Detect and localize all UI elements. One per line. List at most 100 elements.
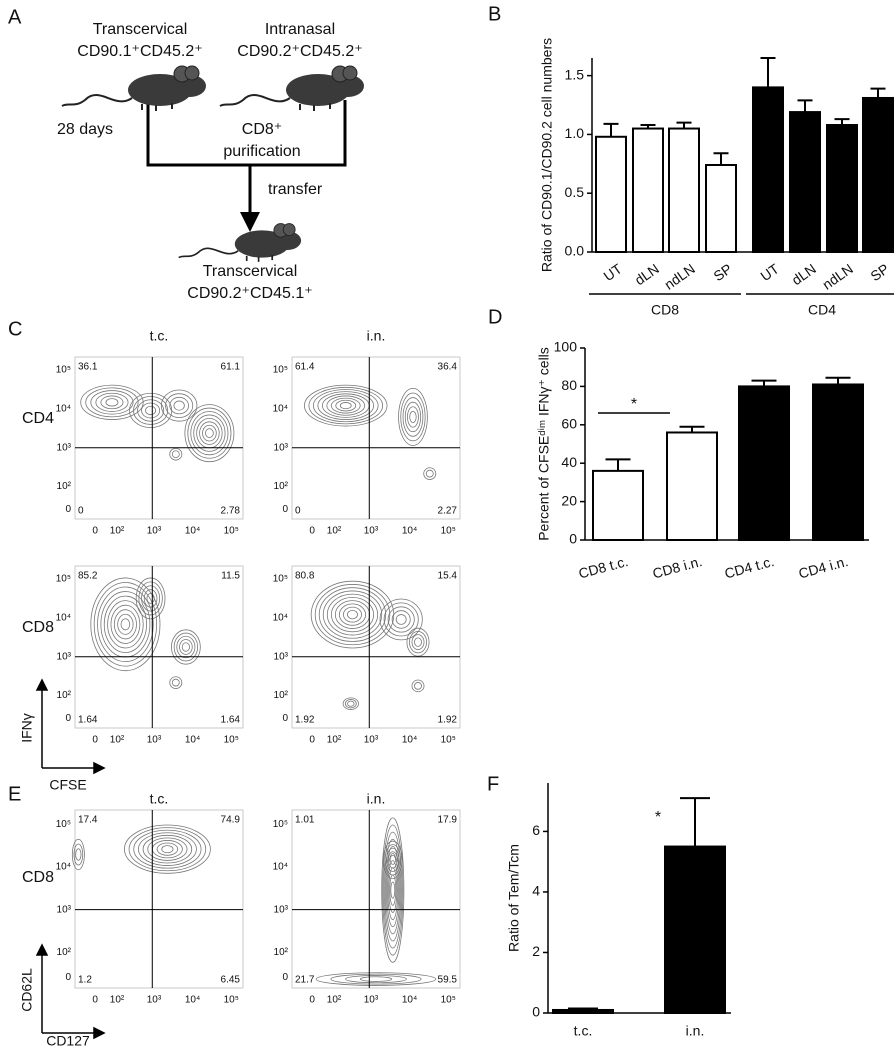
contour bbox=[141, 585, 161, 612]
contour bbox=[156, 842, 179, 856]
flow-y-axis: CD62L bbox=[19, 968, 35, 1012]
contour bbox=[135, 577, 166, 620]
x-tick-label: 10² bbox=[327, 526, 342, 537]
mouse-ear bbox=[282, 223, 296, 236]
contour bbox=[202, 424, 217, 442]
contour bbox=[181, 642, 190, 652]
contour bbox=[304, 384, 388, 427]
contour bbox=[383, 831, 403, 949]
contour bbox=[137, 832, 197, 866]
plot-frame bbox=[74, 809, 244, 989]
error-bar bbox=[676, 121, 692, 129]
bar bbox=[826, 124, 858, 253]
contour bbox=[176, 635, 196, 659]
bar bbox=[668, 127, 700, 253]
quadrant-value: 2.78 bbox=[221, 506, 241, 517]
contour bbox=[409, 410, 417, 423]
error-bar bbox=[870, 87, 886, 98]
y-tick-label: 0 bbox=[569, 531, 577, 547]
contour bbox=[386, 853, 400, 928]
error-bar bbox=[825, 376, 851, 385]
x-tick-label: t.c. bbox=[574, 1023, 593, 1039]
contour bbox=[344, 699, 357, 709]
contour bbox=[387, 860, 399, 920]
contour bbox=[384, 838, 402, 942]
contour bbox=[90, 577, 161, 672]
quadrant-value: 1.64 bbox=[78, 715, 98, 726]
contour bbox=[404, 401, 422, 433]
contour bbox=[161, 845, 174, 854]
plot-frame bbox=[74, 356, 244, 520]
contour bbox=[75, 848, 82, 861]
x-tick-label: SP bbox=[867, 260, 891, 284]
contour bbox=[123, 824, 211, 874]
contour bbox=[347, 609, 358, 620]
donor-title: Transcervical bbox=[93, 21, 188, 38]
contour bbox=[407, 406, 419, 428]
panel-label: F bbox=[487, 773, 499, 795]
quadrant-value: 1.01 bbox=[295, 815, 315, 826]
y-tick-label: 10² bbox=[57, 481, 72, 492]
bar bbox=[592, 469, 644, 542]
x-tick-label: 10³ bbox=[364, 735, 379, 746]
donor-marker: CD90.2⁺CD45.2⁺ bbox=[237, 43, 362, 60]
contour bbox=[171, 450, 180, 459]
y-tick-label: 10⁵ bbox=[273, 365, 288, 376]
x-tick-label: 10² bbox=[110, 526, 125, 537]
bar bbox=[752, 86, 784, 253]
donor-title: Intranasal bbox=[265, 21, 335, 38]
error-bar bbox=[568, 1007, 598, 1010]
x-tick-label: 10² bbox=[327, 995, 342, 1006]
error-bar bbox=[603, 122, 619, 137]
contour bbox=[133, 829, 202, 869]
x-tick-label: SP bbox=[710, 260, 734, 284]
plot-frame bbox=[291, 809, 461, 989]
contour bbox=[334, 600, 371, 629]
flow-plot: 85.2 11.5 1.64 1.64 0 10² 10³ 10⁴ 10⁵ 0 10² 10³ 10⁴ 1… bbox=[56, 565, 244, 746]
group-label: CD4 bbox=[808, 302, 836, 318]
contour bbox=[414, 637, 422, 647]
contour bbox=[141, 402, 161, 419]
quadrant-value: 2.27 bbox=[438, 506, 458, 517]
y-tick-label: 0 bbox=[532, 1004, 540, 1020]
contour bbox=[90, 390, 134, 415]
contour bbox=[425, 469, 434, 478]
contour bbox=[199, 421, 220, 445]
contour bbox=[173, 632, 199, 662]
contour bbox=[317, 391, 375, 420]
panel-label: D bbox=[488, 306, 502, 328]
contour bbox=[205, 428, 214, 438]
transfer-lines bbox=[146, 100, 347, 215]
mouse-icon bbox=[61, 65, 206, 111]
contour bbox=[411, 679, 425, 693]
significance-mark: * bbox=[655, 809, 661, 826]
x-tick-label: UT bbox=[600, 260, 625, 284]
contour bbox=[342, 697, 359, 710]
y-tick-label: 10⁵ bbox=[56, 574, 71, 585]
bar bbox=[738, 385, 790, 541]
x-tick-label: 10² bbox=[327, 735, 342, 746]
recipient-marker: CD90.2⁺CD45.1⁺ bbox=[187, 285, 312, 302]
y-tick-label: 10⁵ bbox=[273, 574, 288, 585]
contour bbox=[169, 447, 183, 461]
x-tick-label: 10⁴ bbox=[185, 735, 200, 746]
contour bbox=[389, 854, 396, 865]
contour bbox=[359, 976, 393, 982]
contour bbox=[391, 610, 411, 629]
contour bbox=[117, 613, 134, 635]
contour bbox=[169, 396, 189, 415]
contour bbox=[383, 602, 419, 637]
contour bbox=[93, 582, 158, 667]
contour bbox=[105, 398, 119, 407]
error-bar bbox=[713, 152, 729, 165]
donor-marker: CD90.1⁺CD45.2⁺ bbox=[77, 43, 202, 60]
contour bbox=[388, 851, 398, 869]
x-tick-label: CD8 t.c. bbox=[577, 553, 630, 582]
y-tick-label: 10⁵ bbox=[56, 819, 71, 830]
y-tick-label: 1.5 bbox=[565, 66, 585, 82]
contour bbox=[187, 407, 232, 459]
contour bbox=[402, 397, 424, 437]
y-tick-label: 100 bbox=[554, 339, 578, 355]
x-tick-label: 10³ bbox=[147, 735, 162, 746]
